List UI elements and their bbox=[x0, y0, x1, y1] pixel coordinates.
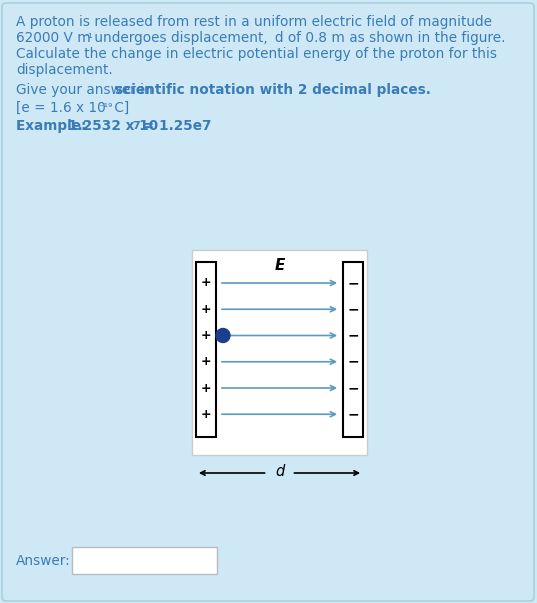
Text: −: − bbox=[347, 407, 359, 421]
Text: 7: 7 bbox=[132, 121, 140, 131]
Text: = 1.25e7: = 1.25e7 bbox=[138, 119, 212, 133]
Text: Answer:: Answer: bbox=[16, 554, 71, 568]
Circle shape bbox=[216, 329, 230, 343]
Text: +: + bbox=[201, 408, 212, 421]
Text: −: − bbox=[347, 329, 359, 343]
Text: ⁻¹⁹: ⁻¹⁹ bbox=[98, 103, 112, 113]
Text: ⁻¹: ⁻¹ bbox=[82, 32, 92, 45]
Text: displacement.: displacement. bbox=[16, 63, 113, 77]
Text: +: + bbox=[201, 355, 212, 368]
Text: 62000 V m: 62000 V m bbox=[16, 31, 91, 45]
Text: 1.2532 x 10: 1.2532 x 10 bbox=[68, 119, 158, 133]
Text: −: − bbox=[347, 276, 359, 290]
Text: d: d bbox=[275, 464, 284, 479]
Text: A proton is released from rest in a uniform electric field of magnitude: A proton is released from rest in a unif… bbox=[16, 15, 492, 29]
Bar bbox=[196, 262, 216, 437]
Text: +: + bbox=[201, 277, 212, 289]
FancyBboxPatch shape bbox=[2, 3, 534, 601]
Text: Example:: Example: bbox=[16, 119, 91, 133]
Text: undergoes displacement,  d of 0.8 m as shown in the figure.: undergoes displacement, d of 0.8 m as sh… bbox=[90, 31, 505, 45]
Text: −: − bbox=[347, 355, 359, 369]
Text: −: − bbox=[347, 381, 359, 395]
Bar bbox=[72, 547, 217, 574]
Text: Calculate the change in electric potential energy of the proton for this: Calculate the change in electric potenti… bbox=[16, 47, 497, 61]
Text: −: − bbox=[347, 302, 359, 316]
Bar bbox=[192, 250, 367, 455]
Text: +: + bbox=[201, 329, 212, 342]
Text: C]: C] bbox=[110, 101, 129, 115]
Text: +: + bbox=[201, 303, 212, 316]
Bar bbox=[343, 262, 363, 437]
Text: E: E bbox=[274, 258, 285, 273]
Text: +: + bbox=[201, 382, 212, 394]
Text: Give your answer in: Give your answer in bbox=[16, 83, 157, 97]
Text: [e = 1.6 x 10: [e = 1.6 x 10 bbox=[16, 101, 106, 115]
Text: scientific notation with 2 decimal places.: scientific notation with 2 decimal place… bbox=[115, 83, 431, 97]
